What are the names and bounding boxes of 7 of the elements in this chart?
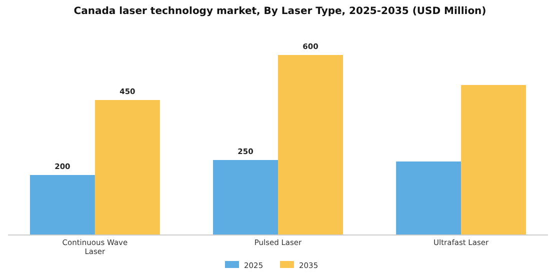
bar	[94, 100, 160, 235]
bar	[396, 162, 462, 235]
chart-title: Canada laser technology market, By Laser Type, 2025-2035 (USD Million)	[74, 6, 486, 17]
bar	[278, 55, 343, 235]
bar	[213, 160, 278, 235]
bar	[461, 85, 526, 235]
bar	[30, 175, 95, 235]
